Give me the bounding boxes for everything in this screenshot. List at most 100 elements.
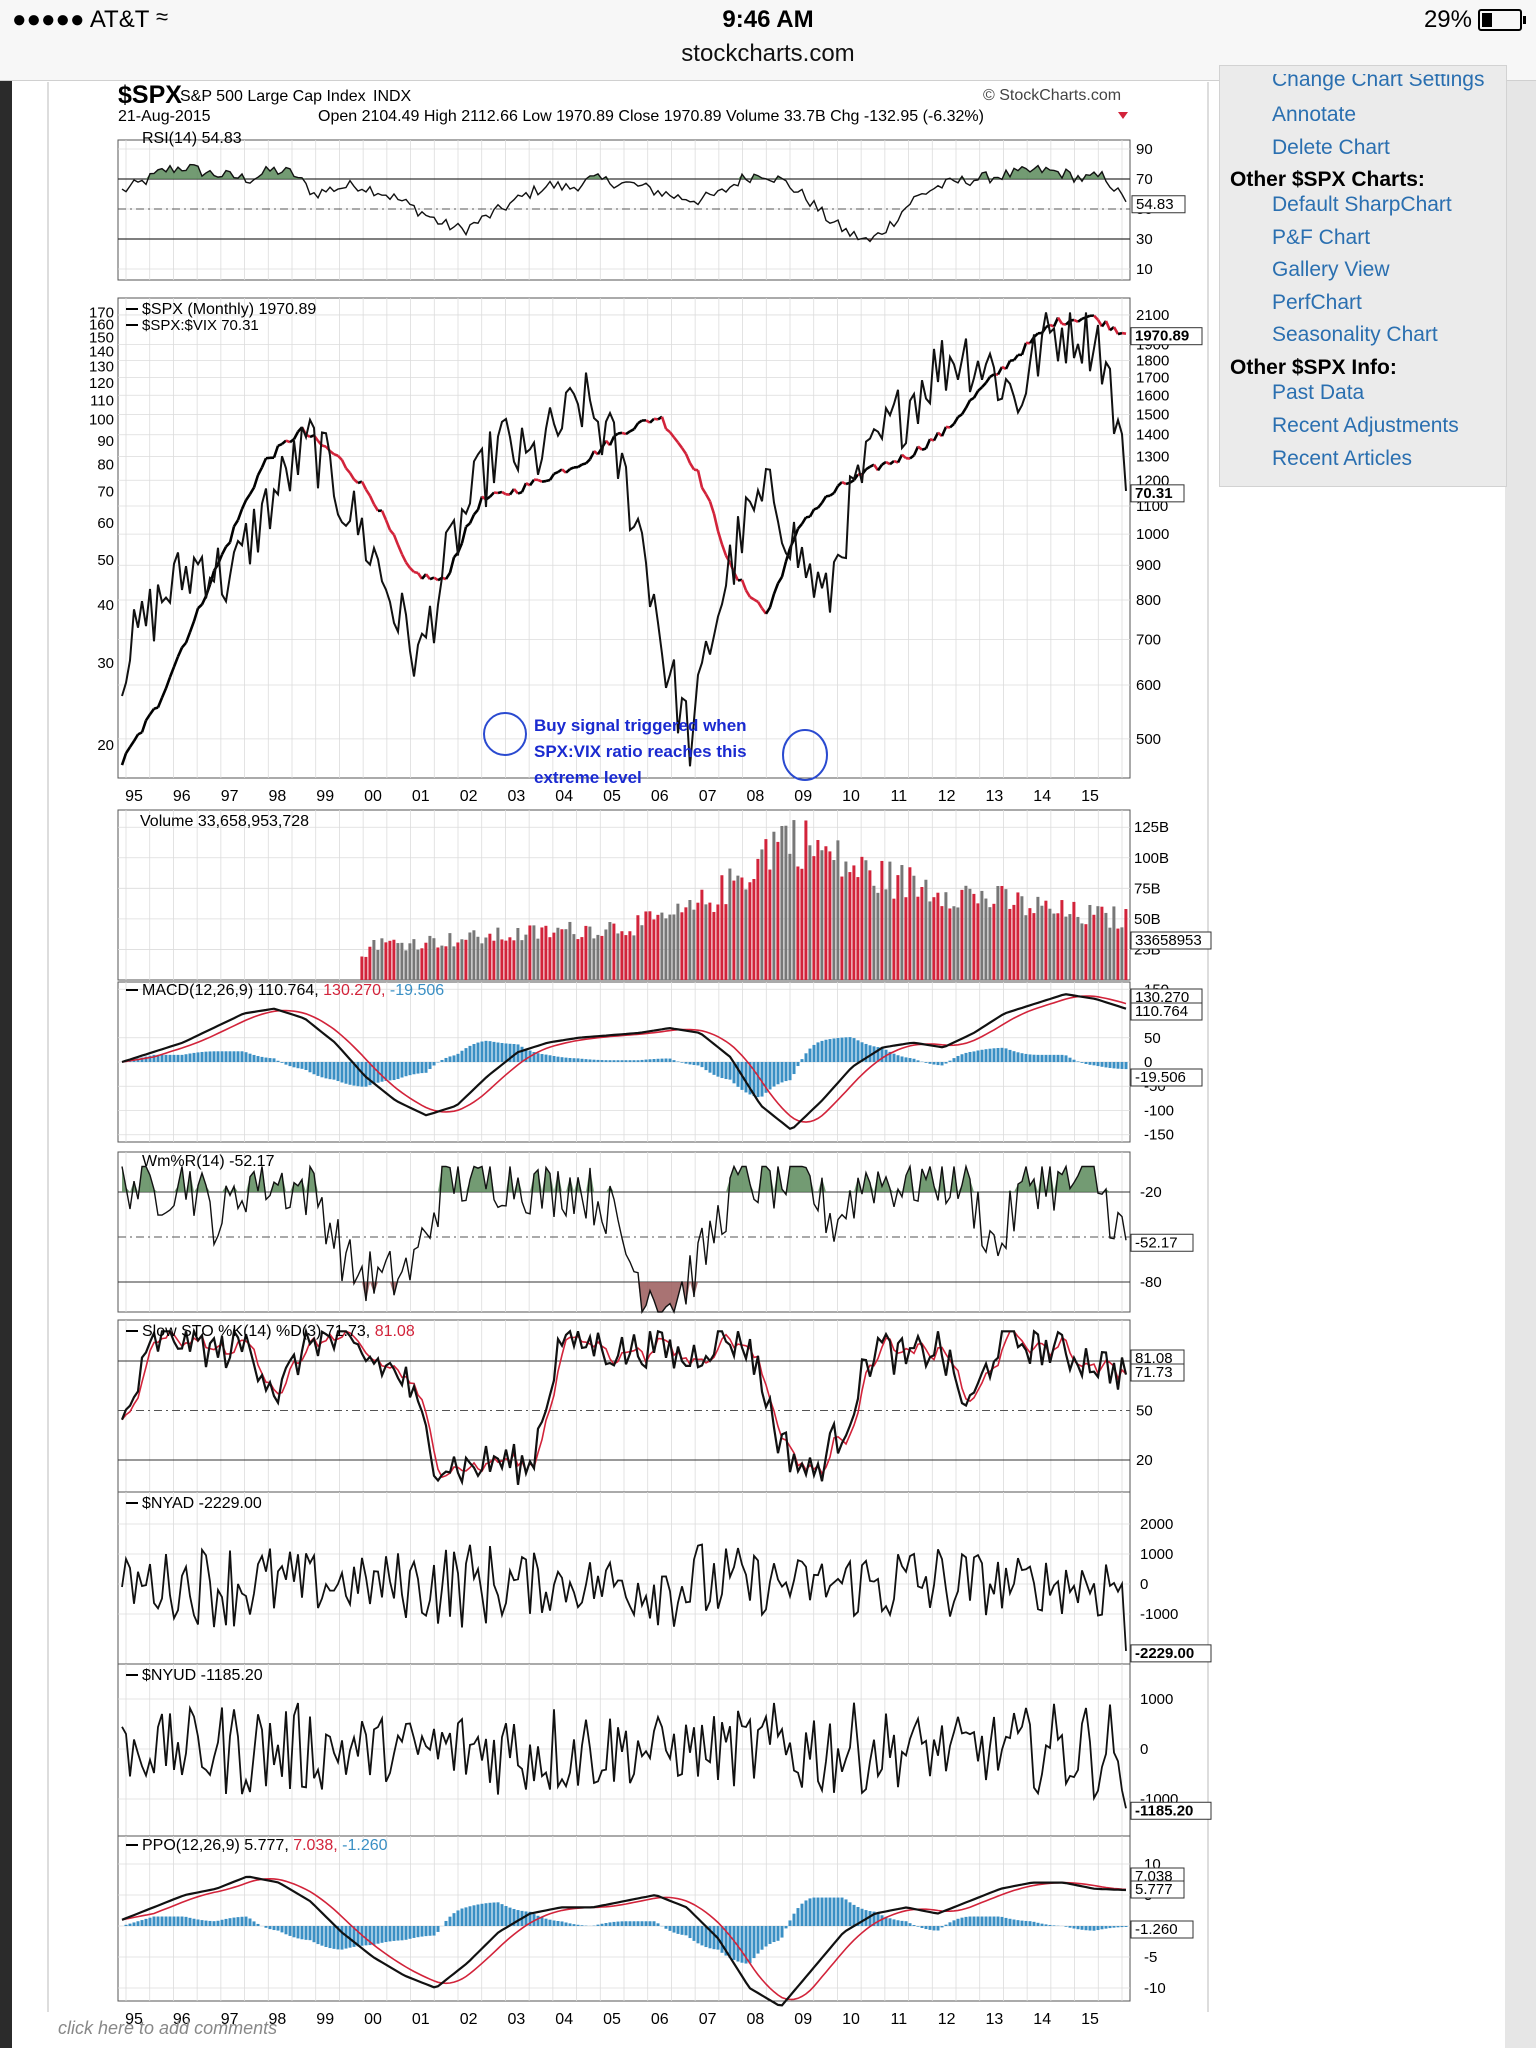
macd-histogram-bar (468, 1045, 472, 1062)
macd-histogram-bar (216, 1051, 220, 1062)
ppo-histogram-bar (756, 1926, 760, 1954)
spx-segment (780, 561, 788, 578)
ppo-tick--10: -10 (1144, 1980, 1166, 1997)
x-axis-label-12: 12 (938, 788, 956, 805)
volume-bar (820, 850, 824, 980)
volume-bar (384, 942, 388, 980)
volume-bar (368, 946, 372, 980)
macd-histogram-bar (532, 1052, 536, 1062)
spx-segment (996, 366, 1004, 376)
spx-segment (360, 480, 368, 491)
macd-histogram-bar (764, 1062, 768, 1093)
link-recent-articles[interactable]: Recent Articles (1272, 447, 1413, 470)
macd-histogram-bar (168, 1054, 172, 1062)
macd-histogram-bar (428, 1062, 432, 1069)
volume-bar (848, 872, 852, 980)
macd-histogram-bar (556, 1056, 560, 1062)
macd-histogram-bar (448, 1056, 452, 1062)
macd-histogram-bar (368, 1062, 372, 1086)
macd-histogram-bar (328, 1062, 332, 1080)
chart-options-panel: Change Chart Settings Annotate Delete Cha… (1219, 65, 1507, 487)
spx-segment (960, 407, 968, 415)
delete-chart-link[interactable]: Delete Chart (1272, 136, 1390, 159)
macd-histogram-bar (208, 1051, 212, 1062)
macd-histogram-bar (364, 1062, 368, 1087)
macd-histogram-bar (1036, 1054, 1040, 1062)
macd-histogram-bar (1080, 1062, 1084, 1063)
ppo-histogram-bar (892, 1919, 896, 1926)
volume-bar (644, 911, 648, 980)
volume-label: Volume 33,658,953,728 (140, 813, 309, 830)
macd-histogram-bar (464, 1048, 468, 1062)
ppo-histogram-bar (972, 1916, 976, 1926)
link-recent-adjustments[interactable]: Recent Adjustments (1272, 414, 1459, 437)
macd-histogram-bar (964, 1052, 968, 1062)
volume-bar (1088, 904, 1092, 980)
macd-histogram-bar (816, 1042, 820, 1062)
spx-segment (684, 453, 692, 464)
macd-histogram-bar (1092, 1062, 1096, 1066)
spx-segment (240, 499, 248, 510)
ppo-hist-value-box (1130, 1920, 1194, 1939)
ppo-histogram-bar (1116, 1926, 1120, 1928)
volume-bar (1108, 927, 1112, 980)
ppo-histogram-bar (1072, 1926, 1076, 1929)
volume-bar (824, 846, 828, 980)
ppo-histogram-bar (132, 1922, 136, 1926)
battery-indicator: 29% (1424, 6, 1526, 34)
ppo-histogram-bar (576, 1924, 580, 1926)
ppo-histogram-bar (620, 1921, 624, 1926)
macd-hist-value: -19.506 (1135, 1069, 1186, 1086)
macd-histogram-bar (996, 1048, 1000, 1062)
rsi-overbought-fill (122, 164, 1126, 179)
link-perfchart[interactable]: PerfChart (1272, 290, 1362, 314)
carrier-label: ●●●●● AT&T (12, 6, 150, 33)
ppo-histogram-bar (828, 1897, 832, 1926)
macd-histogram-bar (564, 1057, 568, 1062)
macd-histogram-bar (1048, 1054, 1052, 1062)
macd-histogram-bar (756, 1062, 760, 1098)
ppo-histogram-bar (540, 1917, 544, 1926)
macd-histogram-bar (820, 1040, 824, 1062)
address-bar[interactable]: stockcharts.com (0, 40, 1536, 81)
macd-histogram-bar (1060, 1054, 1064, 1062)
macd-histogram-bar (784, 1062, 788, 1082)
ppo-histogram-bar (852, 1904, 856, 1926)
nyud-value-box (1130, 1801, 1212, 1820)
ppo-histogram-bar (184, 1916, 188, 1926)
spx-segment (1056, 316, 1064, 325)
ppo-histogram-bar (392, 1926, 396, 1941)
spx-segment (132, 733, 140, 742)
link-past-data[interactable]: Past Data (1272, 381, 1365, 404)
macd-histogram-bar (936, 1062, 940, 1066)
ppo-histogram-bar (144, 1918, 148, 1926)
volume-bar (608, 922, 612, 980)
link-p-f-chart[interactable]: P&F Chart (1272, 225, 1371, 249)
macd-histogram-bar (600, 1060, 604, 1062)
ppo-histogram-bar (960, 1917, 964, 1926)
ppo-histogram-bar (1068, 1926, 1072, 1928)
spx-segment (248, 486, 256, 495)
link-gallery-view[interactable]: Gallery View (1272, 258, 1390, 281)
change-chart-settings-link[interactable]: Change Chart Settings (1272, 68, 1485, 91)
volume-bar (940, 906, 944, 980)
volume-bar (996, 886, 1000, 980)
volume-bar (400, 942, 404, 980)
section-other-charts: Other $SPX Charts: (1230, 168, 1425, 191)
spx-segment (932, 432, 940, 442)
add-comments-link[interactable]: click here to add comments (58, 2018, 278, 2038)
link-seasonality-chart[interactable]: Seasonality Chart (1272, 323, 1438, 346)
ppo-histogram-bar (304, 1926, 308, 1940)
spx-segment (984, 376, 992, 384)
spx-segment (565, 468, 571, 474)
spx-segment (384, 519, 392, 531)
spx-segment (260, 457, 268, 468)
spx-segment (225, 541, 231, 548)
ppo-histogram-bar (376, 1926, 380, 1944)
link-default-sharpchart[interactable]: Default SharpChart (1272, 193, 1452, 216)
spx-segment (228, 526, 236, 543)
spx-segment (672, 436, 680, 444)
annotate-link[interactable]: Annotate (1272, 103, 1357, 126)
volume-bar (1068, 914, 1072, 980)
